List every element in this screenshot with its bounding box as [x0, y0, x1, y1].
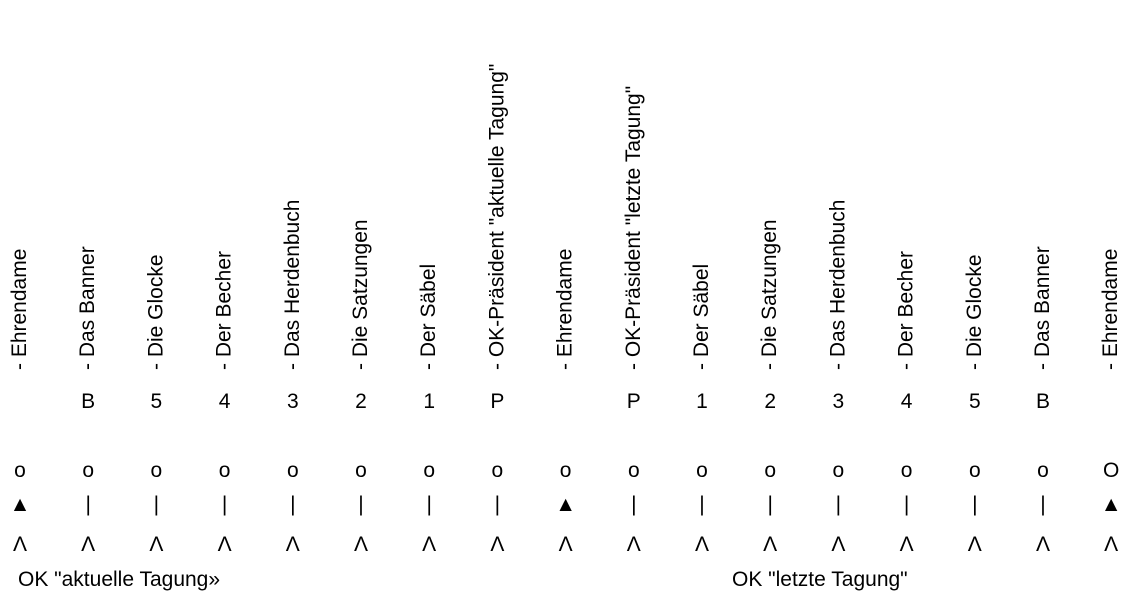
position-marker: |: [426, 493, 432, 516]
position-code: 4: [900, 390, 913, 413]
position-base: Λ: [422, 533, 437, 556]
position-base: Λ: [831, 533, 846, 556]
position-label: - Das Herdenbuch: [826, 199, 850, 370]
position-code: 1: [696, 390, 708, 413]
position-code: B: [1035, 390, 1050, 413]
position-circle: o: [286, 459, 299, 482]
position-circle: o: [423, 459, 436, 482]
position-label: - Der Becher: [894, 250, 918, 370]
position-circle: o: [900, 459, 913, 482]
position-circle: o: [150, 459, 163, 482]
position-label: - Das Herdenbuch: [280, 199, 304, 370]
position-base: Λ: [1104, 533, 1119, 556]
position-circle: o: [491, 459, 504, 482]
position-label: - Der Säbel: [417, 263, 441, 370]
position-marker: |: [290, 493, 296, 516]
position-circle: o: [355, 459, 367, 482]
position-base: Λ: [967, 533, 982, 556]
position-label: - Der Säbel: [690, 263, 713, 370]
position-circle: o: [696, 459, 708, 482]
position-base: Λ: [217, 533, 232, 556]
position-base: Λ: [12, 533, 28, 556]
position-circle: o: [82, 459, 95, 482]
position-marker: ▲: [1100, 493, 1122, 516]
position-marker: |: [494, 493, 501, 516]
position-code: 3: [286, 390, 299, 413]
position-code: 2: [355, 390, 367, 413]
position-base: Λ: [1035, 533, 1051, 556]
position-base: Λ: [285, 533, 300, 556]
position-base: Λ: [626, 533, 641, 556]
position-marker: ▲: [555, 493, 576, 516]
position-label: - OK-Präsident "letzte Tagung": [621, 85, 645, 370]
position-marker: |: [972, 493, 978, 516]
position-code: 1: [423, 390, 436, 413]
position-code: P: [490, 390, 505, 413]
position-circle: O: [1103, 459, 1120, 482]
position-label: - Die Satzungen: [349, 219, 372, 370]
position-base: Λ: [899, 533, 914, 556]
position-marker: |: [358, 493, 364, 516]
position-code: B: [81, 390, 96, 413]
position-label: - Ehrendame: [8, 248, 31, 370]
position-code: 2: [764, 390, 777, 413]
position-label: - Ehrendame: [553, 248, 577, 370]
position-code: 5: [968, 390, 981, 413]
position-marker: |: [767, 493, 773, 516]
position-code: P: [626, 390, 641, 413]
position-circle: o: [968, 459, 981, 482]
position-code: 3: [832, 390, 845, 413]
position-label: - Der Becher: [212, 250, 236, 370]
caption-current-session: OK "aktuelle Tagung»: [18, 568, 221, 591]
position-base: Λ: [149, 533, 164, 556]
position-circle: o: [559, 459, 572, 482]
position-label: - Ehrendame: [1099, 248, 1123, 370]
position-label: - Die Satzungen: [758, 219, 782, 370]
position-base: Λ: [558, 533, 573, 556]
position-base: Λ: [81, 533, 96, 556]
position-circle: o: [1037, 459, 1049, 482]
position-base: Λ: [490, 533, 505, 556]
position-base: Λ: [353, 533, 369, 556]
position-label: - Das Banner: [1031, 246, 1054, 370]
position-marker: |: [835, 493, 842, 516]
position-marker: ▲: [9, 493, 31, 516]
position-label: - Die Glocke: [962, 254, 986, 370]
position-circle: o: [14, 459, 26, 482]
position-circle: o: [627, 459, 640, 482]
position-circle: o: [764, 459, 777, 482]
position-code: 5: [150, 390, 163, 413]
position-base: Λ: [694, 533, 710, 556]
position-code: 4: [218, 390, 231, 413]
position-base: Λ: [763, 533, 778, 556]
position-label: - Die Glocke: [144, 254, 168, 370]
position-marker: |: [903, 493, 910, 516]
caption-last-session: OK "letzte Tagung": [732, 568, 908, 591]
position-marker: |: [153, 493, 160, 516]
position-marker: |: [631, 493, 637, 516]
position-label: - Das Banner: [76, 246, 100, 370]
position-circle: o: [832, 459, 845, 482]
position-label: - OK-Präsident "aktuelle Tagung": [485, 63, 509, 370]
position-marker: |: [85, 493, 91, 516]
position-circle: o: [218, 459, 231, 482]
position-marker: |: [699, 493, 705, 516]
position-marker: |: [1040, 493, 1046, 516]
position-marker: |: [221, 493, 228, 516]
